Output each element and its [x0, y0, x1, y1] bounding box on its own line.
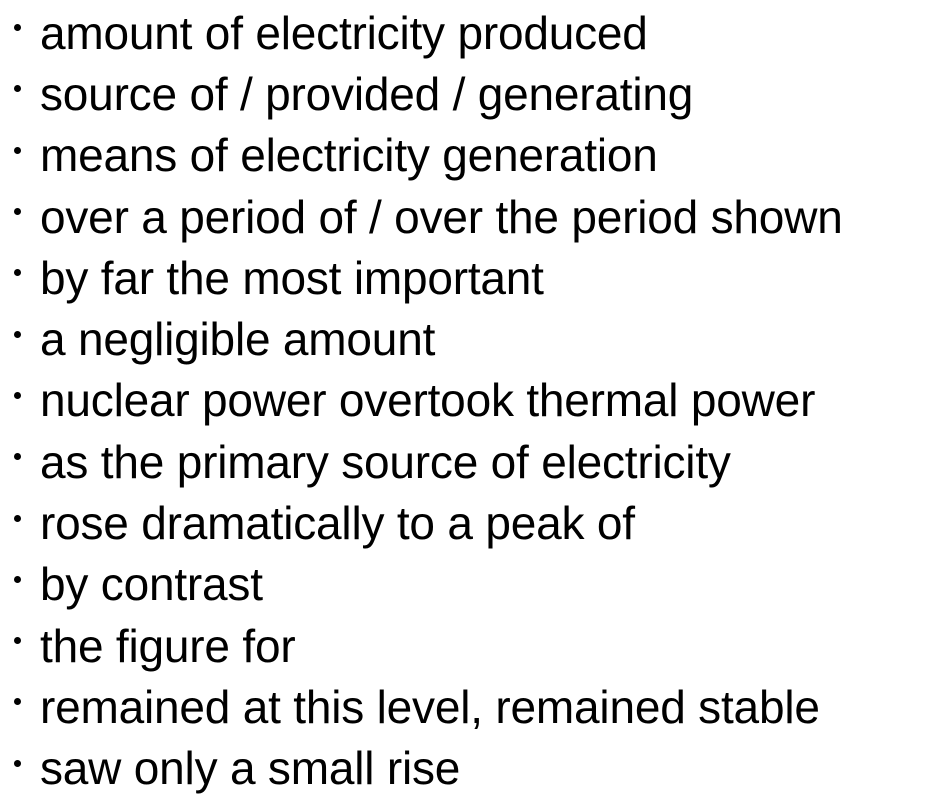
list-item-text: by contrast: [40, 558, 263, 611]
list-item: as the primary source of electricity: [14, 431, 950, 492]
list-item: means of electricity generation: [14, 125, 950, 186]
list-item-text: amount of electricity produced: [40, 6, 648, 59]
bullet-icon: [14, 453, 21, 461]
list-item-text: by far the most important: [40, 251, 544, 304]
list-item-text: source of / provided / generating: [40, 67, 694, 120]
bullet-icon: [14, 637, 21, 645]
list-item: the figure for: [14, 615, 950, 676]
list-item-text: nuclear power overtook thermal power: [40, 374, 816, 427]
bullet-icon: [14, 514, 21, 522]
list-item: rose dramatically to a peak of: [14, 492, 950, 553]
list-item-text: remained at this level, remained stable: [40, 680, 820, 733]
bullet-icon: [14, 759, 21, 767]
bullet-icon: [14, 269, 21, 277]
list-item-text: rose dramatically to a peak of: [40, 497, 635, 550]
list-item: over a period of / over the period shown: [14, 186, 950, 247]
list-item-text: over a period of / over the period shown: [40, 190, 843, 243]
bullet-icon: [14, 391, 21, 399]
list-item: source of / provided / generating: [14, 63, 950, 124]
list-item: saw only a small rise: [14, 738, 950, 799]
list-item: amount of electricity produced: [14, 2, 950, 63]
list-item: a negligible amount: [14, 308, 950, 369]
bullet-icon: [14, 146, 21, 154]
list-item: nuclear power overtook thermal power: [14, 370, 950, 431]
bullet-icon: [14, 85, 21, 93]
list-item-text: the figure for: [40, 619, 296, 672]
list-item: by far the most important: [14, 247, 950, 308]
bullet-icon: [14, 330, 21, 338]
list-item: remained at this level, remained stable: [14, 676, 950, 737]
list-item-text: as the primary source of electricity: [40, 435, 731, 488]
bullet-icon: [14, 208, 21, 216]
phrase-list: amount of electricity produced source of…: [14, 2, 950, 799]
list-item-text: a negligible amount: [40, 313, 436, 366]
list-item-text: saw only a small rise: [40, 742, 461, 795]
bullet-icon: [14, 24, 21, 32]
list-item-text: means of electricity generation: [40, 129, 658, 182]
bullet-icon: [14, 575, 21, 583]
list-item: by contrast: [14, 554, 950, 615]
bullet-icon: [14, 698, 21, 706]
